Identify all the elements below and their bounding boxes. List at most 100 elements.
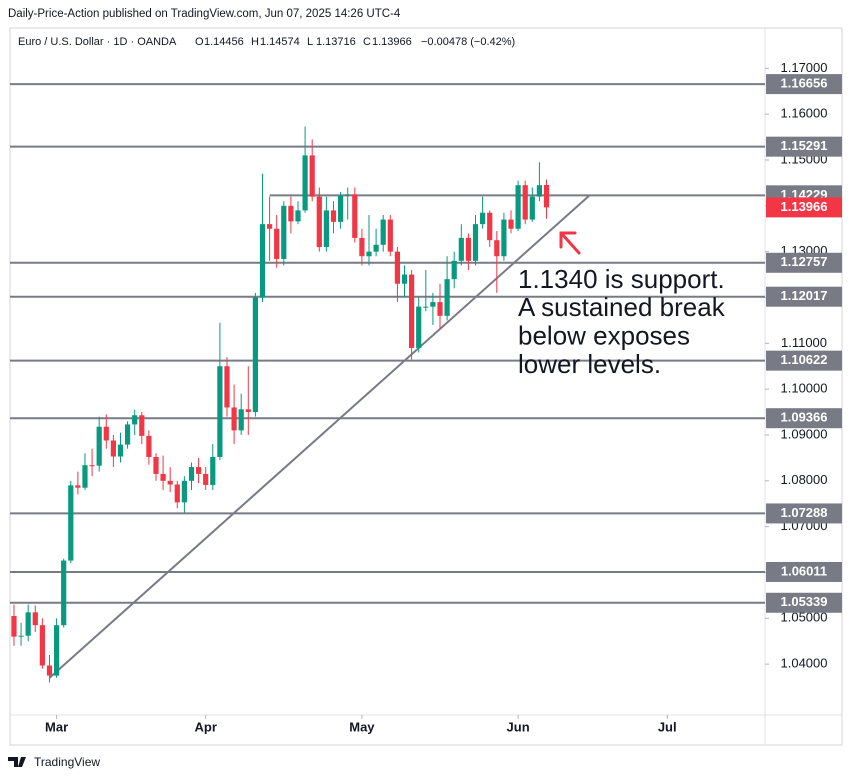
candle-body: [480, 212, 486, 225]
candle-body: [352, 194, 358, 238]
x-tick-label: Jul: [658, 719, 677, 734]
candle-body: [25, 612, 31, 636]
candle-body: [380, 219, 386, 245]
candle-body: [103, 426, 109, 441]
symbol-legend: Euro / U.S. Dollar · 1D · OANDA O 1.14456…: [18, 36, 515, 48]
candle-body: [430, 302, 436, 307]
candle-body: [338, 195, 344, 222]
candle-body: [423, 306, 429, 308]
legend-value: 1.13966: [372, 36, 412, 48]
legend-value: 1.14574: [260, 36, 300, 48]
candle-body: [217, 366, 223, 457]
x-tick-label: Apr: [194, 719, 216, 734]
candle-body: [437, 302, 443, 316]
candle-body: [61, 560, 67, 626]
candle-body: [458, 237, 464, 261]
candle-body: [487, 212, 493, 241]
candle-body: [153, 456, 159, 474]
candle-body: [529, 196, 535, 220]
candle-body: [245, 409, 251, 413]
level-label: 1.10622: [781, 352, 828, 367]
publish-header: Daily-Price-Action published on TradingV…: [8, 8, 401, 20]
y-tick-label: 1.11000: [781, 335, 827, 350]
candle-body: [302, 155, 308, 211]
candle-body: [96, 426, 102, 466]
candle-body: [288, 205, 294, 222]
legend-key: H: [251, 36, 259, 48]
x-tick-label: Mar: [45, 719, 68, 734]
candle-body: [444, 279, 450, 316]
annotation-text: A sustained break: [518, 292, 726, 322]
y-tick-label: 1.17000: [781, 60, 828, 75]
candle-body: [394, 251, 401, 284]
candle-body: [68, 485, 74, 561]
y-tick-label: 1.16000: [781, 106, 828, 121]
annotation-text: lower levels.: [518, 349, 661, 379]
level-label: 1.09366: [781, 410, 828, 425]
candle-body: [210, 456, 216, 485]
candle-body: [89, 465, 95, 467]
candle-body: [124, 424, 131, 445]
candle-body: [139, 415, 145, 436]
annotation-text: below exposes: [518, 320, 690, 350]
level-label-bg: [766, 561, 842, 582]
legend-change: −0.00478 (−0.42%): [421, 36, 515, 48]
candle-body: [203, 473, 209, 485]
candle-body: [494, 240, 500, 257]
candle-body: [46, 665, 53, 676]
level-label: 1.06011: [781, 563, 827, 578]
level-label-bg: [766, 350, 842, 371]
legend-value: 1.13716: [316, 36, 356, 48]
candle-body: [117, 444, 124, 457]
tradingview-logo: TradingView: [8, 755, 100, 769]
candle-body: [252, 297, 258, 413]
candle-body: [181, 480, 187, 503]
annotation-text: 1.1340 is support.: [518, 264, 725, 294]
candle-body: [231, 407, 237, 431]
candle-body: [359, 237, 365, 257]
legend-value: 1.14456: [204, 36, 244, 48]
y-tick-label: 1.04000: [781, 656, 828, 671]
candle-body: [345, 194, 351, 196]
candle-body: [11, 616, 17, 637]
y-tick-label: 1.05000: [781, 610, 828, 625]
candle-body: [238, 409, 244, 431]
legend-key: O: [195, 36, 204, 48]
candle-body: [409, 274, 415, 348]
level-label-bg: [766, 74, 842, 95]
level-label: 1.07288: [781, 505, 828, 520]
trendline: [48, 194, 590, 679]
candle-body: [465, 237, 472, 261]
legend-key: C: [363, 36, 371, 48]
level-label-bg: [766, 592, 842, 613]
candle-body: [75, 485, 81, 488]
candle-body: [224, 366, 230, 408]
candle-body: [281, 205, 287, 259]
candle-body: [316, 196, 322, 248]
candle-body: [274, 228, 280, 259]
candle-body: [146, 435, 152, 457]
candle-body: [501, 219, 507, 257]
level-label: 1.05339: [781, 594, 828, 609]
candle-body: [266, 224, 273, 229]
candle-body: [132, 415, 138, 425]
candle-body: [401, 274, 408, 284]
candle-body: [373, 244, 379, 252]
footer-brand: TradingView: [34, 755, 100, 769]
chart-frame: [9, 27, 843, 746]
candle-body: [522, 185, 528, 220]
level-label: 1.15291: [781, 138, 828, 153]
candle-body: [295, 210, 301, 222]
last-price-label: 1.13966: [781, 199, 828, 214]
candle-body: [188, 467, 195, 481]
candle-body: [543, 184, 550, 208]
candle-body: [330, 210, 337, 222]
candle-body: [39, 625, 45, 666]
legend-key: L: [307, 36, 313, 48]
annotation-arrow: [559, 231, 581, 255]
candle-body: [515, 185, 521, 229]
candle-body: [82, 465, 88, 488]
candle-body: [366, 251, 372, 257]
candle-body: [259, 224, 266, 298]
